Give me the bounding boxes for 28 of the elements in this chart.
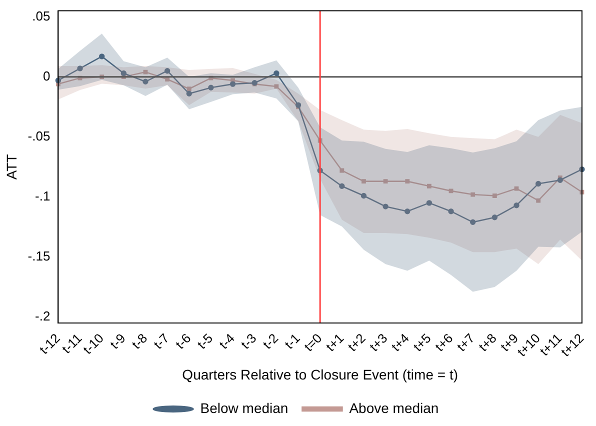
- x-tick-label: t-5: [194, 330, 216, 352]
- x-tick-label: t+3: [366, 330, 390, 354]
- y-axis-title: ATT: [3, 154, 20, 180]
- x-tick-label: t=0: [301, 330, 325, 354]
- x-tick-label: t+5: [410, 330, 434, 354]
- x-tick-label: t-1: [282, 330, 303, 352]
- x-tick-label: t-8: [128, 330, 150, 352]
- x-tick-label: t-6: [172, 330, 194, 352]
- x-tick-label: t-2: [260, 330, 282, 352]
- y-tick-label: -.2: [35, 308, 50, 324]
- y-tick-label: -.1: [35, 188, 50, 204]
- x-tick-label: t+2: [344, 330, 368, 354]
- x-axis-title: Quarters Relative to Closure Event (time = t): [182, 366, 458, 382]
- x-tick-label: t+6: [432, 330, 456, 354]
- x-tick-label: t-9: [106, 330, 128, 352]
- x-tick-label: t-4: [216, 330, 238, 352]
- y-tick-label: -.15: [28, 248, 50, 264]
- x-tick-label: t+7: [454, 330, 478, 354]
- x-tick-label: t-7: [150, 330, 172, 352]
- x-tick-label: t+4: [388, 330, 412, 354]
- x-tick-label: t+1: [322, 330, 347, 354]
- x-tick-label: t-3: [238, 330, 260, 352]
- legend-label: Below median: [200, 400, 288, 416]
- legend-label: Above median: [349, 400, 439, 416]
- y-tick-label: 0: [42, 68, 50, 84]
- y-tick-label: -.05: [28, 128, 50, 144]
- y-tick-label: .05: [32, 8, 50, 24]
- x-tick-label: t+8: [476, 330, 500, 354]
